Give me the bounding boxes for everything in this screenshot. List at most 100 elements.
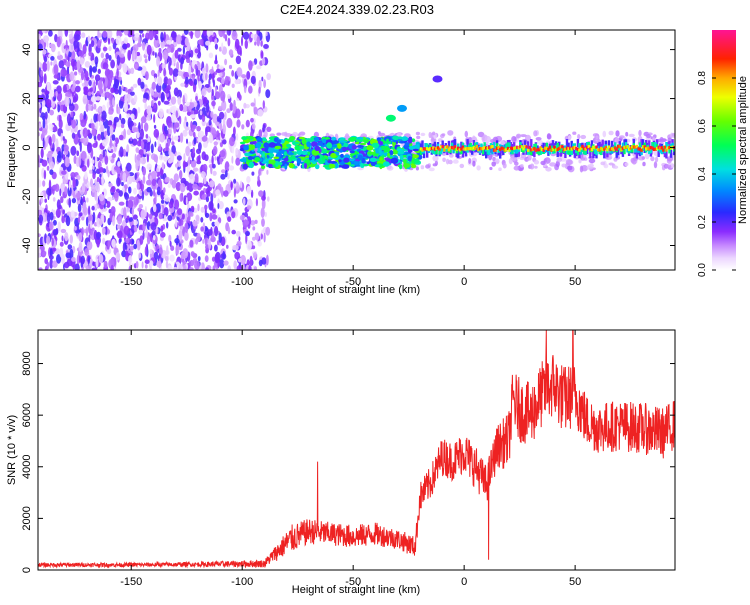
heatmap-cell (164, 214, 167, 220)
heatmap-cell (258, 129, 263, 138)
heatmap-cell (590, 140, 594, 149)
heatmap-cell (171, 135, 174, 143)
heatmap-cell (58, 60, 65, 69)
heatmap-cell (156, 56, 161, 67)
heatmap-cell (642, 161, 646, 167)
heatmap-cell (434, 160, 438, 166)
heatmap-cell (172, 68, 179, 77)
heatmap-cell (319, 148, 328, 154)
heatmap-cell (77, 216, 81, 223)
heatmap-cell (80, 196, 83, 205)
heatmap-cell (369, 157, 378, 162)
heatmap-cell (52, 260, 58, 268)
heatmap-cell (429, 147, 432, 151)
heatmap-cell (123, 102, 128, 112)
heatmap-cell (253, 106, 258, 115)
heatmap-cell (98, 254, 104, 264)
heatmap-cell (344, 133, 350, 140)
heatmap-cell (208, 73, 212, 80)
heatmap-cell (498, 167, 502, 171)
heatmap-cell (420, 132, 426, 137)
heatmap-cell (88, 43, 92, 55)
heatmap-cell (142, 98, 147, 103)
heatmap-cell (160, 31, 164, 43)
heatmap-cell (238, 236, 241, 242)
heatmap-cell (41, 88, 46, 94)
heatmap-cell (256, 136, 263, 143)
x-tick-label: 0 (461, 276, 467, 288)
heatmap-cell (119, 53, 125, 58)
heatmap-cell (43, 35, 49, 43)
heatmap-cell (102, 46, 108, 52)
heatmap-cell (533, 143, 536, 150)
heatmap-cell (74, 226, 77, 231)
heatmap-cell (348, 137, 356, 142)
heatmap-cell (253, 58, 258, 65)
heatmap-cell (472, 140, 475, 148)
heatmap-cell (108, 182, 113, 188)
heatmap-cell (464, 130, 468, 138)
heatmap-cell (623, 148, 626, 155)
heatmap-cell (125, 199, 129, 208)
heatmap-cell (163, 67, 167, 77)
heatmap-cell (186, 58, 191, 63)
heatmap-cell (495, 146, 499, 150)
heatmap-cell (214, 59, 218, 65)
heatmap-cells (38, 30, 675, 270)
heatmap-cell (92, 172, 96, 180)
heatmap-cell (124, 93, 128, 104)
heatmap-cell (330, 153, 337, 158)
heatmap-cell (193, 109, 199, 115)
heatmap-cell (190, 159, 197, 168)
heatmap-cell (81, 32, 86, 39)
heatmap-cell (173, 173, 179, 183)
heatmap-cell (111, 38, 115, 44)
heatmap-cell (194, 260, 200, 270)
heatmap-cell (189, 212, 194, 217)
heatmap-cell (119, 146, 124, 158)
heatmap-cell (598, 141, 601, 150)
heatmap-cell (142, 222, 146, 232)
heatmap-cell (38, 103, 42, 109)
heatmap-cell (41, 30, 46, 34)
heatmap-cell (239, 158, 248, 163)
heatmap-cell (653, 161, 658, 169)
heatmap-cell (266, 73, 272, 81)
heatmap-cell (589, 150, 592, 159)
heatmap-cell (205, 102, 210, 113)
heatmap-cell (601, 147, 604, 152)
heatmap-cell (202, 163, 208, 172)
heatmap-cell (56, 153, 62, 163)
heatmap-cell (190, 251, 195, 257)
heatmap-cell (316, 155, 320, 159)
heatmap-cell (132, 83, 138, 88)
heatmap-cell (474, 142, 477, 149)
heatmap-cell (145, 32, 150, 38)
heatmap-cell (177, 47, 182, 52)
heatmap-cell (38, 214, 44, 224)
heatmap-cell (154, 52, 157, 58)
heatmap-cell (163, 194, 169, 199)
heatmap-cell (516, 145, 519, 149)
heatmap-cell (283, 151, 287, 156)
heatmap-cell (171, 141, 175, 146)
heatmap-cell (491, 161, 497, 167)
heatmap-cell (208, 52, 214, 59)
heatmap-cell (82, 196, 86, 202)
heatmap-cell (199, 110, 203, 116)
heatmap-cell (70, 50, 76, 61)
heatmap-cell (57, 30, 63, 39)
heatmap-cell (252, 226, 256, 231)
heatmap-cell (74, 34, 81, 41)
x-tick-label: -100 (231, 576, 253, 588)
heatmap-cell (389, 150, 394, 156)
heatmap-cell (61, 42, 66, 54)
heatmap-cell (550, 145, 553, 152)
heatmap-cell (499, 144, 502, 150)
heatmap-cell (567, 147, 570, 151)
heatmap-cell (95, 96, 101, 101)
heatmap-cell (448, 159, 453, 165)
heatmap-cell (84, 70, 89, 79)
heatmap-cell (93, 229, 98, 241)
heatmap-cell (79, 212, 83, 217)
